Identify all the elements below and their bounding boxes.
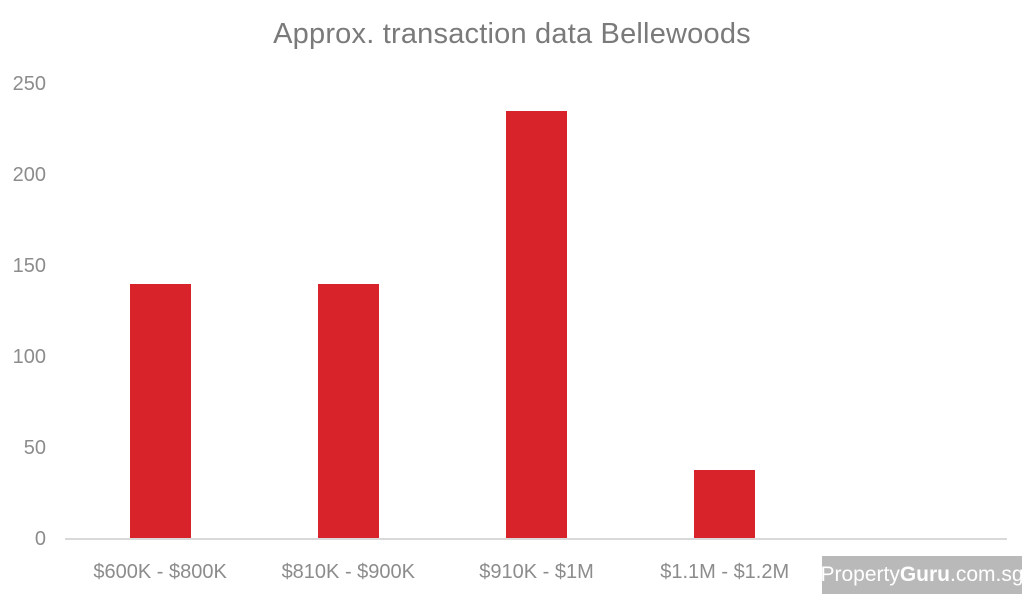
bar-0 bbox=[129, 284, 191, 539]
x-axis-label-1: $810K - $900K bbox=[281, 561, 415, 583]
x-axis-label-2: $910K - $1M bbox=[479, 561, 594, 583]
x-axis-label-0: $600K - $800K bbox=[93, 561, 227, 583]
y-axis-tick-100: 100 bbox=[12, 346, 46, 368]
watermark-property: Property bbox=[820, 563, 900, 586]
y-axis-tick-250: 250 bbox=[12, 73, 46, 95]
watermark-guru: Guru bbox=[899, 563, 951, 586]
chart-title: Approx. transaction data Bellewoods bbox=[273, 18, 751, 50]
y-axis-tick-150: 150 bbox=[12, 255, 46, 277]
y-axis-tick-50: 50 bbox=[23, 437, 46, 459]
y-axis-tick-200: 200 bbox=[12, 164, 46, 186]
x-axis-line bbox=[65, 538, 1007, 540]
y-axis-tick-0: 0 bbox=[34, 528, 46, 550]
bar-2 bbox=[506, 111, 567, 539]
bar-3 bbox=[694, 469, 756, 539]
x-axis-label-3: $1.1M - $1.2M bbox=[660, 561, 790, 583]
watermark: Property Guru .com.sg bbox=[820, 556, 1024, 594]
watermark-domain-suffix: .com.sg bbox=[950, 563, 1024, 586]
bar-1 bbox=[317, 284, 379, 539]
